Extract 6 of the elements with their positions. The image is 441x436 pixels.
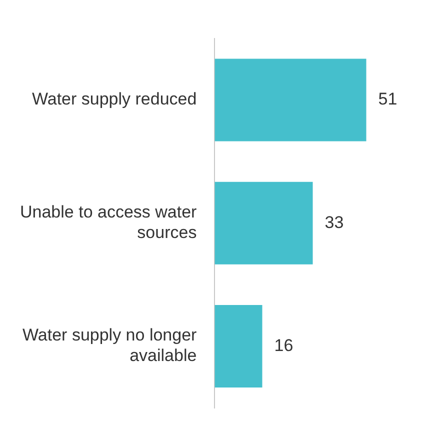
data-label: 33 (324, 212, 344, 232)
y-tick-label: Water supply no longer available (22, 326, 198, 366)
data-label: 16 (274, 336, 294, 355)
y-tick-label: Unable to access water sources (20, 202, 198, 242)
data-label: 51 (378, 90, 398, 109)
y-tick-label: Water supply reduced (32, 90, 197, 109)
